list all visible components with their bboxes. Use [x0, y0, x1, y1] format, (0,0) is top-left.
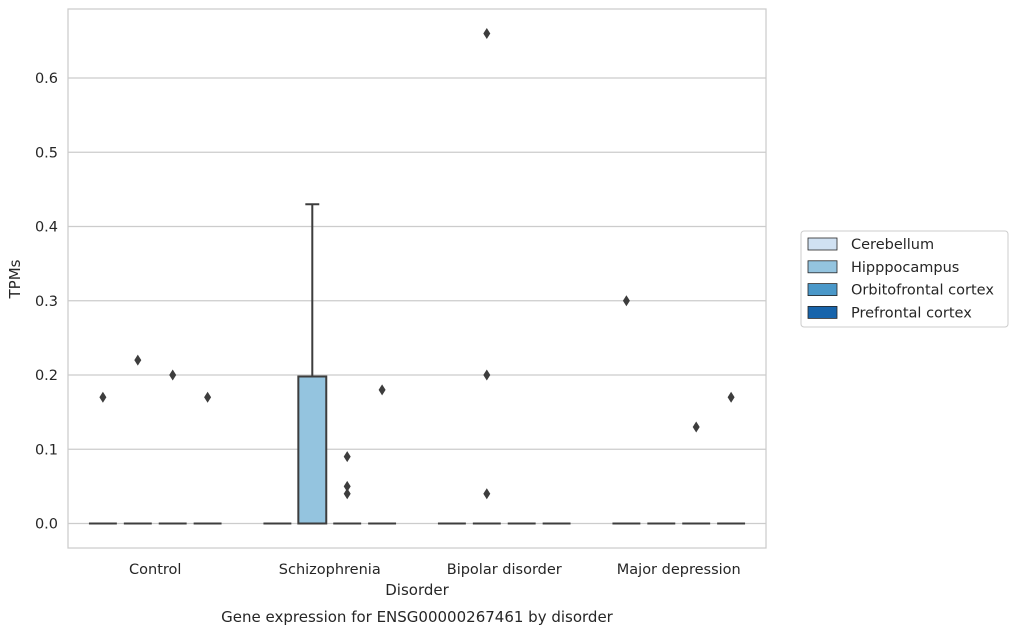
- y-axis-label: TPMs: [6, 259, 24, 299]
- legend-swatch: [807, 283, 838, 297]
- x-tick-label: Bipolar disorder: [447, 562, 562, 578]
- x-tick-label: Schizophrenia: [279, 562, 381, 578]
- legend-label: Cerebellum: [851, 237, 934, 253]
- legend-label: Orbitofrontal cortex: [851, 283, 994, 299]
- chart-caption: Gene expression for ENSG00000267461 by d…: [221, 608, 614, 626]
- x-tick-label: Major depression: [617, 562, 741, 578]
- outlier-point: [622, 295, 630, 307]
- y-tick-label: 0.2: [35, 368, 58, 384]
- outlier-point: [134, 354, 142, 366]
- y-tick-label: 0.4: [35, 220, 58, 236]
- legend-frame: [800, 230, 1009, 328]
- x-tick-labels: Control Schizophrenia Bipolar disorder Majo…: [129, 562, 741, 578]
- y-tick-label: 0.0: [35, 517, 58, 533]
- outlier-point: [483, 28, 491, 39]
- outlier-point: [483, 369, 491, 381]
- outliers: [99, 28, 735, 500]
- grid-lines: [68, 77, 766, 525]
- outlier-point: [343, 488, 351, 500]
- outlier-point: [727, 391, 735, 403]
- x-tick-label: Control: [129, 562, 181, 578]
- y-tick-label: 0.5: [35, 145, 58, 161]
- legend-label: Prefrontal cortex: [851, 305, 972, 321]
- y-tick-labels: 0.0 0.1 0.2 0.3 0.4 0.5 0.6: [35, 71, 58, 532]
- box-body: [297, 375, 328, 525]
- outlier-point: [343, 451, 351, 463]
- outlier-point: [169, 369, 177, 381]
- y-tick-label: 0.3: [35, 294, 58, 310]
- legend-swatch: [807, 260, 838, 274]
- y-tick-label: 0.6: [35, 71, 58, 87]
- plot-area-frame: [67, 8, 767, 549]
- outlier-point: [99, 391, 107, 403]
- legend: Cerebellum Hipppocampus Orbitofrontal cort…: [800, 230, 1009, 328]
- outlier-point: [343, 480, 351, 492]
- outlier-point: [378, 384, 386, 396]
- outlier-point: [692, 421, 700, 433]
- boxes: [88, 203, 746, 525]
- outlier-point: [204, 391, 212, 403]
- legend-swatch: [807, 237, 838, 251]
- x-axis-label: Disorder: [385, 581, 449, 599]
- legend-label: Hipppocampus: [851, 260, 959, 276]
- outlier-point: [483, 488, 491, 500]
- legend-swatch: [807, 305, 838, 319]
- y-tick-label: 0.1: [35, 442, 58, 458]
- box-schizophrenia-hipppocampus: [297, 203, 328, 525]
